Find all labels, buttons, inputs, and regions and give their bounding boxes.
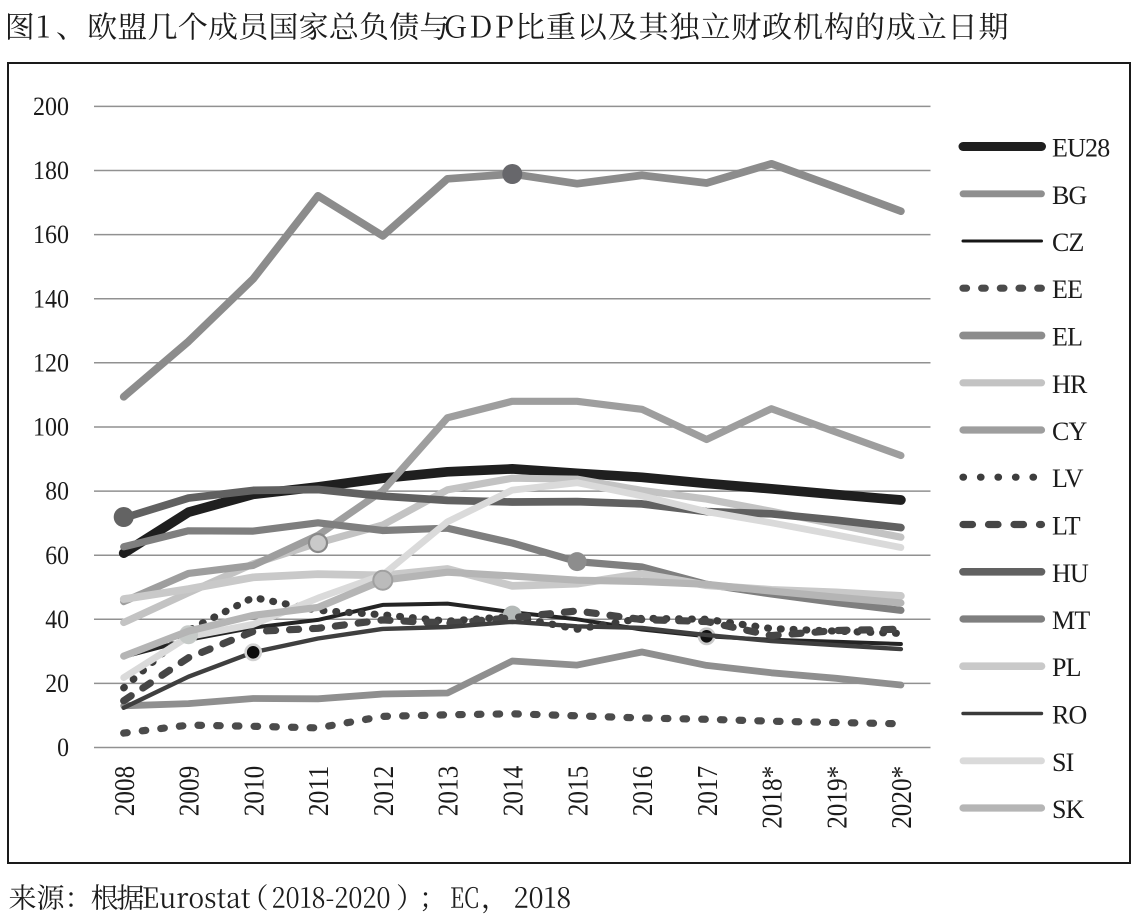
svg-text:RO: RO [1052, 701, 1087, 730]
svg-text:80: 80 [45, 477, 69, 506]
svg-text:2011: 2011 [304, 766, 335, 817]
svg-text:2015: 2015 [563, 766, 594, 817]
svg-text:2009: 2009 [175, 766, 206, 817]
svg-text:LV: LV [1052, 464, 1084, 493]
svg-text:120: 120 [33, 348, 69, 377]
svg-text:SI: SI [1052, 748, 1074, 777]
svg-text:HU: HU [1052, 559, 1089, 588]
svg-text:2012: 2012 [369, 766, 400, 817]
svg-text:2016: 2016 [628, 766, 659, 817]
svg-text:PL: PL [1052, 653, 1081, 682]
svg-text:2010: 2010 [239, 766, 270, 817]
svg-text:160: 160 [33, 220, 69, 249]
svg-text:2008: 2008 [110, 766, 141, 817]
svg-text:HR: HR [1052, 370, 1088, 399]
svg-text:180: 180 [33, 156, 69, 185]
svg-text:LT: LT [1052, 512, 1081, 541]
svg-text:0: 0 [57, 733, 69, 762]
svg-text:60: 60 [45, 541, 69, 570]
svg-text:EE: EE [1052, 275, 1082, 304]
svg-text:2017: 2017 [693, 766, 724, 817]
svg-text:SK: SK [1052, 795, 1085, 824]
svg-text:40: 40 [45, 605, 69, 634]
svg-text:CZ: CZ [1052, 228, 1084, 257]
svg-text:BG: BG [1052, 181, 1087, 210]
svg-text:CY: CY [1052, 417, 1088, 446]
svg-text:100: 100 [33, 413, 69, 442]
svg-text:2018*: 2018* [758, 766, 789, 829]
svg-text:2013: 2013 [434, 766, 465, 817]
svg-text:2014: 2014 [499, 766, 530, 817]
svg-text:EL: EL [1052, 323, 1082, 352]
svg-text:200: 200 [33, 92, 69, 121]
svg-text:MT: MT [1052, 606, 1090, 635]
svg-text:EU28: EU28 [1052, 134, 1110, 163]
svg-text:140: 140 [33, 284, 69, 313]
svg-text:20: 20 [45, 669, 69, 698]
svg-text:2019*: 2019* [822, 766, 853, 829]
svg-text:2020*: 2020* [887, 766, 918, 829]
